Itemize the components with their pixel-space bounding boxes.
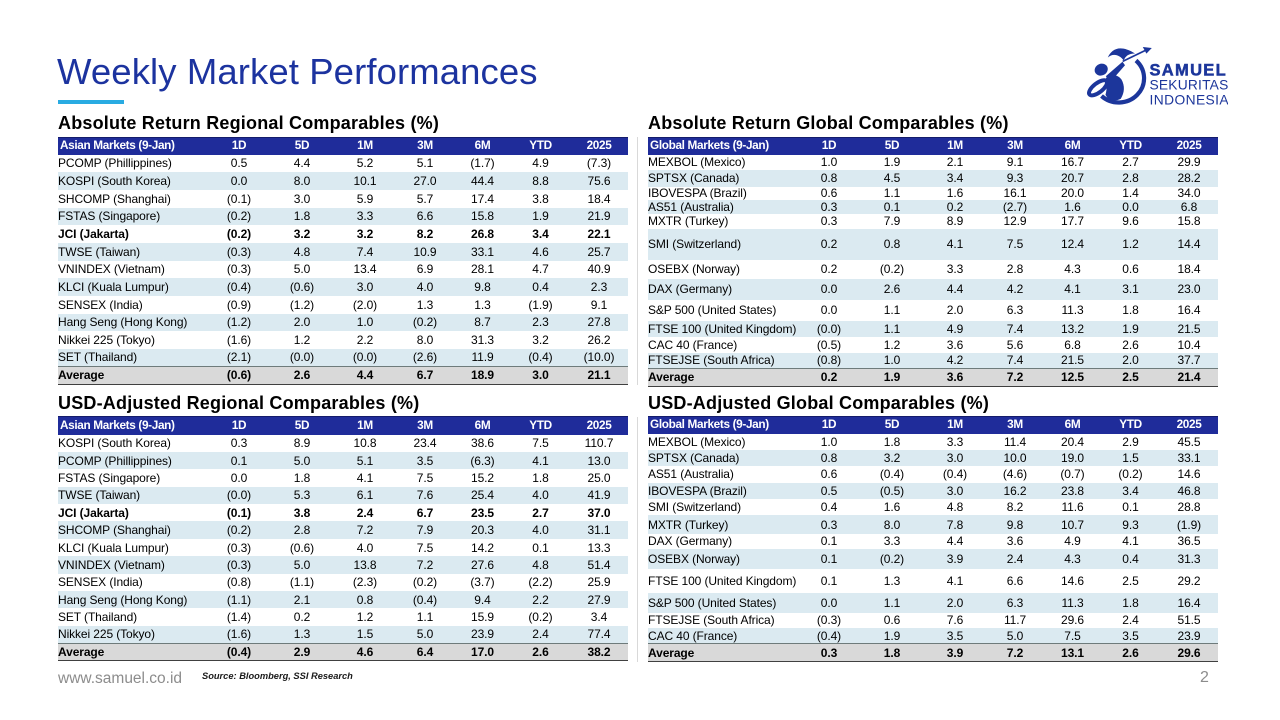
svg-text:SEKURITAS: SEKURITAS: [1150, 78, 1229, 93]
svg-text:INDONESIA: INDONESIA: [1150, 92, 1229, 107]
svg-text:SAMUEL: SAMUEL: [1150, 62, 1227, 80]
